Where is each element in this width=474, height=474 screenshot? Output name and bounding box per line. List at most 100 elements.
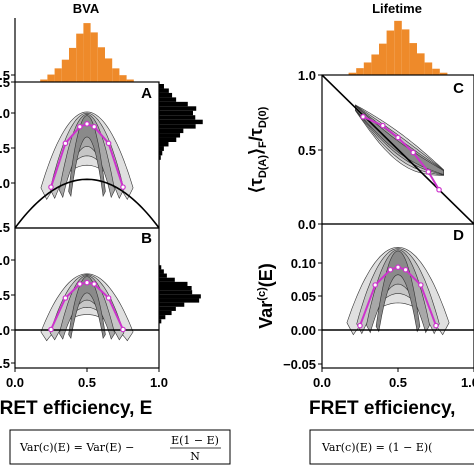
ylabel-c-part: F [257, 141, 269, 148]
side-hist-bar [159, 306, 176, 311]
panel-d: D 0.10 0.05 0.00 −0.05 Var(c)(E) [256, 223, 474, 372]
hist-bar [386, 30, 395, 75]
side-hist-bar [159, 142, 169, 147]
side-hist-bar [159, 302, 185, 307]
y-tick: .5 [0, 75, 10, 90]
hist-bar [119, 75, 127, 82]
ylabel-c-part: ⟩ [246, 148, 266, 155]
x-axis-label-right: FRET efficiency, [309, 398, 455, 419]
equation-box-left: Var(c)(E) = Var(E) − E(1 − E) N [9, 429, 231, 465]
contour-level [375, 250, 421, 333]
side-hist-bar [159, 277, 175, 282]
equation-left-denominator: N [190, 450, 200, 463]
hist-bar [417, 53, 425, 75]
panel-d-y-ticks: 0.10 0.05 0.00 −0.05 [283, 256, 322, 372]
hist-bar [61, 59, 69, 82]
fit-point [425, 169, 432, 175]
svg-text:⟨τD(A)⟩F/τD(0): ⟨τD(A)⟩F/τD(0) [246, 106, 269, 193]
contour-level [355, 105, 444, 175]
ylabel-d-part: (c) [256, 287, 268, 301]
right-x-axis: 0.0 0.5 1.0 FRET efficiency, [309, 368, 474, 419]
side-hist-bar [159, 150, 163, 156]
hist-bar [401, 29, 410, 75]
fit-point [62, 140, 69, 147]
hist-bar [83, 23, 91, 83]
side-hist-bar [159, 115, 196, 120]
equation-right: Var(c)(E) = (1 − E)( [321, 441, 432, 454]
hist-bar [409, 43, 417, 75]
ylabel-c-part: D(A) [257, 155, 269, 179]
panel-c: C 1.0 0.5 0.0 ⟨τD(A)⟩F/τD(0) [246, 68, 474, 232]
hist-bar [363, 62, 372, 75]
side-hist-bar [159, 286, 192, 291]
fit-point [84, 121, 90, 127]
fit-point [436, 186, 442, 193]
hist-bar [371, 54, 379, 75]
equation-left-lhs: Var(c)(E) = Var(E) − [19, 441, 134, 454]
fit-point [105, 295, 112, 301]
hist-bar [348, 72, 357, 75]
y-tick: .0 [0, 176, 10, 191]
y-tick: .5 [0, 288, 10, 303]
fit-point [410, 149, 417, 156]
side-hist-bar [159, 128, 184, 134]
panel-b: B .5 .0 .5 .0 .5 [0, 220, 201, 371]
side-hist-bar [159, 84, 164, 89]
y-tick: .5 [0, 141, 10, 156]
left-x-axis: 0.0 0.5 1.0 FRET efficiency, E [0, 368, 168, 419]
y-tick: −0.05 [283, 357, 316, 372]
equation-box-left-frame [9, 429, 231, 465]
panel-b-side-histogram [159, 265, 201, 324]
side-hist-bar [159, 310, 172, 316]
hist-bar [394, 20, 402, 76]
x-tick: 0.0 [6, 375, 24, 390]
equation-box-right: Var(c)(E) = (1 − E)( [309, 429, 474, 465]
panel-letter-d: D [453, 227, 464, 244]
equation-left-numerator: E(1 − E) [171, 434, 219, 447]
side-hist-bar [159, 298, 200, 303]
top-histogram-left: .5 [0, 18, 134, 83]
hist-bar [90, 32, 98, 82]
equation-box-right-frame [309, 429, 474, 465]
side-hist-bar [159, 265, 162, 270]
side-hist-bar [159, 110, 193, 116]
top-hist-left-tick: .5 [0, 68, 10, 83]
panel-letter-c: C [453, 80, 464, 97]
x-tick: 0.5 [389, 375, 407, 390]
title-bva: BVA [73, 1, 100, 16]
fit-point [48, 184, 54, 190]
side-hist-bar [159, 106, 197, 111]
svg-text:Var(c)(E): Var(c)(E) [256, 263, 276, 328]
fit-point [360, 113, 366, 120]
panel-c-y-ticks: 1.0 0.5 0.0 [298, 68, 322, 232]
y-tick: .0 [0, 106, 10, 121]
side-hist-bar [159, 290, 193, 295]
fit-point [357, 322, 363, 329]
hist-bar [432, 68, 440, 75]
hist-bar [356, 68, 364, 75]
x-tick: 0.0 [313, 375, 331, 390]
side-hist-bar [159, 119, 203, 125]
hist-bar [69, 47, 77, 82]
y-tick: .0 [0, 323, 10, 338]
panel-a: A .5 .0 .5 .0 [0, 75, 203, 229]
fit-point [395, 264, 401, 271]
side-hist-bar [159, 319, 162, 324]
y-tick: .0 [0, 253, 10, 268]
y-tick: 0.5 [298, 143, 316, 158]
fit-point [387, 266, 394, 273]
side-hist-bar [159, 269, 164, 274]
y-tick: .5 [0, 220, 10, 235]
fit-point [402, 266, 409, 273]
fit-point [84, 279, 90, 286]
x-axis-label-left: FRET efficiency, E [0, 398, 152, 419]
fit-point [77, 281, 83, 287]
panel-c-static-line [322, 75, 474, 224]
side-hist-bar [159, 124, 196, 129]
side-hist-bar [159, 146, 164, 151]
panel-letter-a: A [141, 85, 152, 102]
y-tick: 0.10 [291, 256, 316, 271]
side-hist-bar [159, 92, 173, 98]
hist-bar [379, 43, 387, 75]
hist-bar [439, 72, 448, 75]
